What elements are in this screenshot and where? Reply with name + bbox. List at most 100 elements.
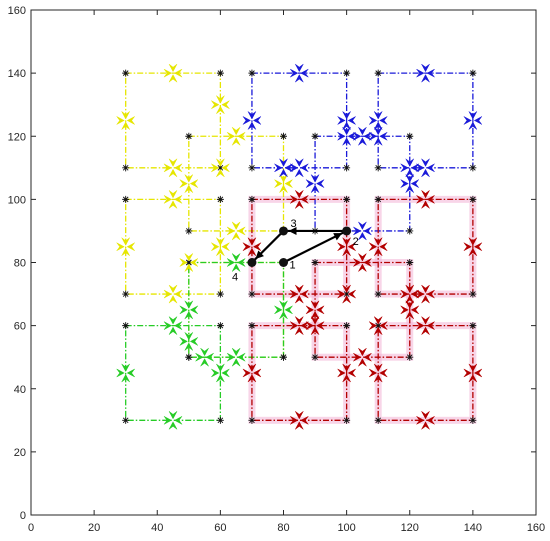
blue-arrow-cluster [400,158,419,178]
arrow-head [295,326,304,335]
arrow-head [300,416,309,425]
arrow-head [179,179,188,188]
arrow-head [368,132,378,141]
blue-square [314,135,411,232]
yellow-arrow-cluster [226,221,246,241]
corner-marker [343,322,351,330]
arrow-head [237,258,246,267]
arrow-head [342,295,351,304]
red-square [251,198,348,295]
arrow-head [126,368,135,378]
arrow-head [247,237,257,246]
arrow-head [290,416,299,425]
arrow-head [405,310,414,320]
arrow-head [295,158,304,167]
blue-arrow-cluster [290,63,309,83]
arrow-head [337,242,346,251]
arrow-head [373,237,383,246]
arrow-head [400,163,409,173]
arrow-head [216,158,225,167]
blue-arrow-cluster [463,111,483,130]
x-tick-label: 0 [28,522,34,534]
red-arrow-cluster [337,363,356,383]
arrow-head [184,342,194,351]
arrow-head [416,289,425,299]
blue-arrow-cluster [353,221,372,241]
arrow-head [363,132,372,141]
path-point [279,258,288,267]
arrow-head [116,116,125,125]
arrow-head [216,363,225,373]
red-arrow-cluster [290,284,309,304]
corner-marker [185,227,193,235]
blue-square [251,72,348,169]
arrow-head [463,242,472,251]
corner-marker [311,353,319,361]
arrow-head [405,158,414,167]
arrow-head [405,174,414,183]
arrow-head [300,321,309,330]
arrow-head [421,316,430,325]
arrow-head [368,321,378,330]
arrow-head [116,368,125,378]
corner-marker [374,195,382,203]
arrow-head [342,121,351,130]
path-point [342,226,352,236]
arrow-head [184,310,194,320]
arrow-head [121,237,130,246]
arrow-head [295,295,304,304]
yellow-arrow-cluster [226,127,246,146]
corner-marker [280,132,287,140]
arrow-head [126,242,135,251]
arrow-head [416,68,425,78]
blue-arrow-cluster [416,63,435,83]
arrow-head [310,184,320,193]
blue-arrow-cluster [242,111,262,130]
arrow-head [168,158,178,167]
arrow-head [300,163,309,173]
corner-marker [406,353,414,361]
red-arrow-cluster [242,237,262,256]
blue-arrow-cluster [305,174,325,193]
arrow-head [421,63,430,73]
arrow-head [279,174,288,183]
arrow-head [342,284,351,294]
arrow-head [310,310,320,320]
red-arrow-cluster [463,363,483,383]
arrow-head [168,200,178,209]
arrow-head [295,411,304,420]
arrow-head [216,105,225,114]
red-arrow-cluster [416,411,435,430]
arrow-head [184,300,194,309]
arrow-head [337,368,346,378]
path-point-label: 2 [353,236,359,248]
arrow-head [310,316,320,325]
arrow-head [300,289,309,299]
arrow-head [173,321,183,330]
green-arrow-cluster [274,300,293,320]
green-square [188,261,285,358]
arrow-head [363,352,372,362]
arrow-head [358,221,367,230]
arrow-head [274,179,283,188]
blue-arrow-cluster [400,174,419,193]
corner-marker [122,69,130,77]
arrow-head [421,295,430,304]
arrow-head [221,163,230,173]
arrow-head [305,179,315,188]
blue-arrow-cluster [368,111,388,130]
arrow-head [353,258,362,267]
arrow-head [373,137,383,146]
arrow-head [231,253,241,262]
path-point [279,226,288,236]
arrow-head [126,116,135,125]
arrow-head [121,121,130,130]
red-arrow-cluster [242,363,262,383]
arrow-head [195,352,204,362]
arrow-head [163,163,173,173]
arrow-head [426,68,435,78]
arrow-head [400,305,409,315]
yellow-arrow-cluster [163,158,183,178]
arrow-head [373,121,383,130]
